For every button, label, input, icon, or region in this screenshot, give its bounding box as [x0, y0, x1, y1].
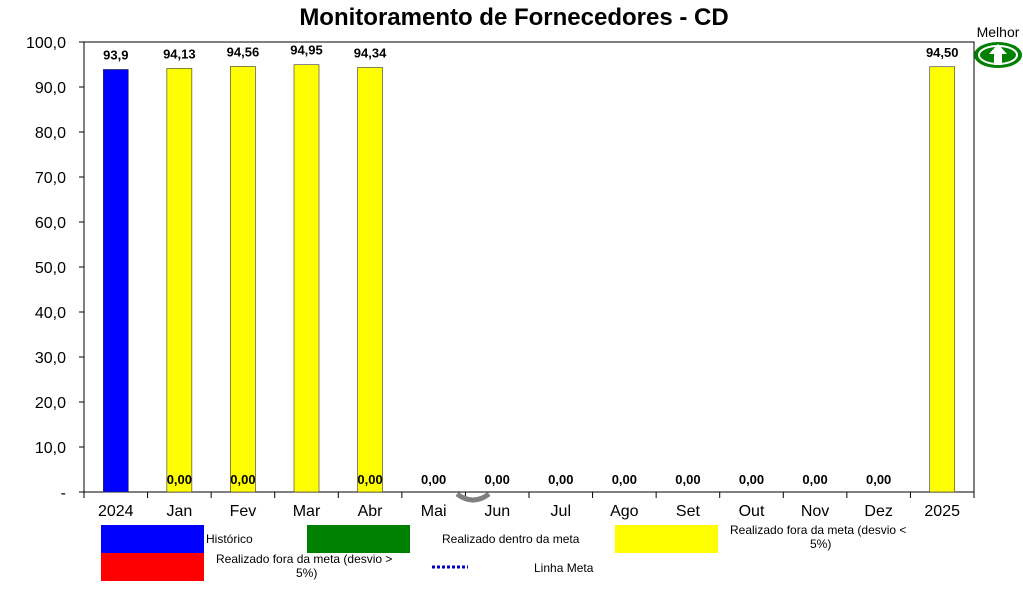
- bar-series: [102, 64, 956, 493]
- value-label: 94,95: [290, 43, 323, 58]
- deviation-label: 0,00: [739, 472, 764, 487]
- bar-abr: [357, 67, 383, 493]
- x-tick-label: Fev: [230, 503, 257, 520]
- legend-swatch: [101, 553, 204, 581]
- y-axis: - 10,0 20,0 30,0 40,0 50,0 60,0 70,0 80,0 90,0 100…: [26, 35, 84, 502]
- better-indicator: Melhor: [974, 24, 1022, 68]
- x-tick-label: Jan: [166, 503, 192, 520]
- value-label: 94,34: [354, 45, 387, 60]
- legend-label: Linha Meta: [534, 561, 594, 575]
- y-tick-label: 80,0: [35, 125, 66, 142]
- x-tick-label: Jul: [551, 503, 571, 520]
- deviation-label: 0,00: [230, 472, 255, 487]
- deviation-label: 0,00: [675, 472, 700, 487]
- y-tick-label: -: [61, 485, 66, 502]
- bar-jan: [166, 68, 193, 493]
- y-tick-label: 10,0: [35, 440, 66, 457]
- deviation-label: 0,00: [548, 472, 573, 487]
- y-tick-label: 30,0: [35, 350, 66, 367]
- y-tick-label: 70,0: [35, 170, 66, 187]
- x-tick-label: 2025: [924, 503, 960, 520]
- value-label: 94,56: [227, 44, 260, 59]
- x-tick-label: Dez: [864, 503, 892, 520]
- legend-label: Histórico: [206, 532, 253, 546]
- x-axis: 2024 Jan Fev Mar Abr Mai Jun Jul Ago Set Out Nov Dez…: [83, 492, 975, 520]
- x-tick-label: Ago: [610, 503, 639, 520]
- y-tick-label: 50,0: [35, 260, 66, 277]
- x-tick-label: 2024: [98, 503, 134, 520]
- deviation-label: 0,00: [421, 472, 446, 487]
- x-tick-label: Nov: [801, 503, 829, 520]
- x-tick-label: Set: [676, 503, 701, 520]
- plot-area: [83, 41, 975, 493]
- deviation-label: 0,00: [866, 472, 891, 487]
- legend-label: Realizado dentro da meta: [442, 532, 580, 546]
- legend-swatch: [307, 525, 410, 553]
- deviation-label: 0,00: [167, 472, 192, 487]
- data-labels: 93,9 94,13 0,00 94,56 0,00 94,95 94,34 0,00 0,00…: [103, 43, 958, 487]
- bar-2024: [102, 69, 129, 493]
- bar-2025: [929, 66, 956, 493]
- bar-mar: [293, 64, 320, 493]
- y-tick-label: 60,0: [35, 215, 66, 232]
- legend: Histórico Realizado dentro da meta Realiza…: [101, 523, 906, 581]
- deviation-label: 0,00: [357, 472, 382, 487]
- chart-title: Monitoramento de Fornecedores - CD: [299, 4, 728, 31]
- value-label: 94,13: [163, 46, 196, 61]
- x-tick-label: Jun: [484, 503, 510, 520]
- y-tick-label: 90,0: [35, 80, 66, 97]
- legend-swatch: [615, 525, 718, 553]
- up-arrow-icon: [989, 44, 1007, 65]
- y-tick-label: 40,0: [35, 305, 66, 322]
- better-label: Melhor: [977, 24, 1020, 40]
- legend-swatch: [101, 525, 204, 553]
- deviation-label: 0,00: [612, 472, 637, 487]
- legend-label: Realizado fora da meta (desvio >5%): [216, 552, 392, 580]
- marker-artifact: [455, 491, 491, 503]
- y-tick-label: 20,0: [35, 395, 66, 412]
- deviation-label: 0,00: [485, 472, 510, 487]
- deviation-label: 0,00: [802, 472, 827, 487]
- legend-label: Realizado fora da meta (desvio <5%): [730, 523, 906, 551]
- value-label: 94,50: [926, 45, 959, 60]
- y-tick-label: 100,0: [26, 35, 66, 52]
- value-label: 93,9: [103, 47, 128, 62]
- x-tick-label: Mar: [293, 503, 321, 520]
- bar-fev: [230, 66, 256, 493]
- x-tick-label: Out: [739, 503, 765, 520]
- x-tick-label: Abr: [358, 503, 384, 520]
- x-tick-label: Mai: [421, 503, 447, 520]
